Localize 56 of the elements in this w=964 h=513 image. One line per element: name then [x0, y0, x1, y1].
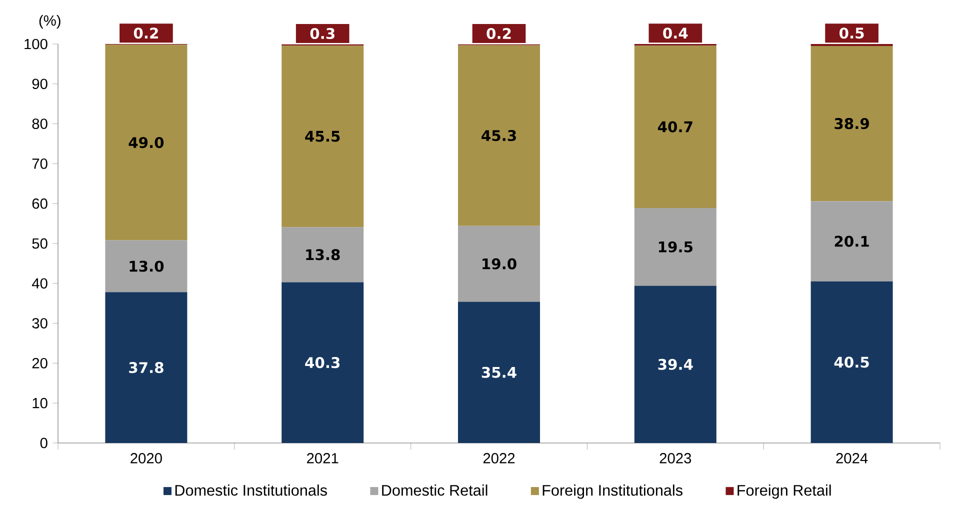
x-tick-label: 2020 — [130, 453, 162, 464]
data-label: 0.5 — [840, 28, 864, 39]
bar — [105, 44, 188, 240]
bar — [105, 292, 188, 443]
y-tick-label: 30 — [32, 318, 48, 328]
data-label: 0.4 — [663, 28, 688, 39]
x-tick-label: 2021 — [307, 453, 338, 464]
data-label: 19.5 — [658, 241, 692, 252]
y-tick-label: 100 — [24, 38, 48, 50]
bar — [810, 281, 893, 443]
y-tick-label: 60 — [32, 198, 48, 209]
legend-label: Domestic Retail — [382, 484, 488, 496]
x-tick-label: 2023 — [660, 453, 692, 464]
bar — [634, 208, 716, 286]
legend-label: Domestic Institutionals — [175, 484, 327, 496]
data-label: 19.0 — [482, 258, 516, 270]
y-tick-label: 50 — [32, 238, 48, 249]
bar — [282, 282, 364, 443]
data-label: 49.0 — [128, 137, 164, 148]
y-tick-label: 70 — [32, 158, 48, 169]
data-label: 13.8 — [306, 249, 340, 260]
data-label: 40.7 — [658, 121, 692, 132]
legend-label: Foreign Institutionals — [542, 484, 682, 499]
y-axis-title: (%) — [39, 14, 60, 29]
x-tick-label: 2024 — [836, 453, 868, 464]
data-label: 37.8 — [129, 362, 164, 374]
y-tick-label: 10 — [32, 398, 48, 408]
bar — [458, 226, 540, 302]
bar — [810, 201, 893, 282]
legend-label: Foreign Retail — [738, 484, 831, 499]
bar — [282, 227, 364, 282]
data-label: 13.0 — [130, 260, 164, 272]
data-label: 38.9 — [834, 118, 869, 130]
y-tick-label: 40 — [32, 278, 48, 289]
data-label: 35.4 — [482, 366, 516, 378]
data-label: 0.2 — [486, 28, 511, 40]
data-label: 0.2 — [134, 28, 158, 39]
bar — [634, 286, 716, 443]
data-label: 40.3 — [305, 357, 340, 368]
data-label: 45.3 — [482, 130, 516, 142]
data-label: 0.3 — [310, 28, 334, 40]
bar — [810, 46, 893, 202]
data-label: 45.5 — [305, 130, 340, 142]
y-tick-label: 80 — [32, 118, 48, 129]
bar — [105, 240, 188, 292]
data-label: 40.5 — [834, 356, 869, 368]
y-tick-label: 20 — [32, 358, 48, 368]
y-tick-label: 90 — [32, 78, 48, 90]
y-tick-label: 0 — [40, 438, 48, 448]
bar — [634, 46, 716, 208]
bar — [458, 302, 540, 443]
data-label: 20.1 — [834, 236, 869, 247]
bar — [282, 46, 364, 228]
bar — [458, 45, 540, 226]
x-tick-label: 2022 — [483, 453, 515, 464]
data-label: 39.4 — [658, 358, 693, 370]
